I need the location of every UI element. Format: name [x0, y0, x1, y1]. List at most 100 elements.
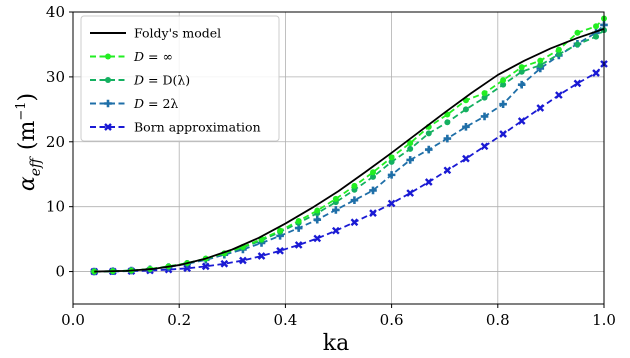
data-point	[462, 106, 469, 113]
data-point	[480, 142, 489, 151]
legend-label-value: 2λ	[162, 96, 178, 111]
x-tick-label: 0.4	[273, 311, 297, 329]
data-point	[444, 119, 451, 126]
data-point	[574, 29, 581, 36]
y-tick-label: 0	[55, 263, 65, 281]
data-point	[350, 218, 359, 227]
data-point	[481, 90, 488, 97]
data-point	[536, 104, 545, 112]
legend-label-variable: D	[133, 73, 144, 88]
data-point	[443, 134, 452, 143]
data-point	[388, 154, 395, 161]
data-point	[500, 81, 507, 88]
data-point	[592, 69, 600, 77]
legend-marker	[104, 99, 112, 108]
x-tick-label: 0.2	[167, 311, 191, 329]
data-point	[388, 158, 395, 165]
data-point	[480, 112, 489, 121]
y-tick-label: 30	[46, 68, 65, 86]
data-point	[220, 259, 229, 268]
data-point	[518, 64, 525, 71]
data-point	[350, 196, 359, 204]
y-axis-label: αeff (m−1)	[14, 93, 44, 191]
data-point	[481, 94, 488, 101]
data-point	[517, 80, 526, 89]
data-point	[387, 171, 396, 179]
legend-item: D = D(λ)	[90, 73, 190, 88]
data-point	[201, 262, 210, 271]
legend-label-variable: D	[133, 49, 144, 64]
y-axis-subscript: eff	[28, 156, 44, 176]
plot-frame	[72, 11, 605, 305]
x-axis-label: ka	[323, 331, 349, 356]
legend-item: D = 2λ	[90, 96, 178, 111]
data-point	[407, 145, 414, 152]
y-axis-unit-close: )	[15, 93, 40, 102]
legend-label: Foldy's model	[134, 26, 221, 41]
data-point	[295, 217, 302, 224]
data-point	[499, 100, 507, 108]
legend-label-variable: D	[133, 96, 144, 111]
tick-labels: 0.0 0.2 0.4 0.6 0.8 1.0 0 10 20 30 40	[46, 3, 616, 329]
legend-item: Born approximation	[90, 120, 261, 135]
data-point	[500, 77, 507, 84]
data-point	[425, 130, 432, 137]
data-point	[369, 186, 377, 195]
data-point	[555, 91, 563, 99]
x-tick-label: 0.8	[486, 311, 510, 329]
legend-label: D = D(λ)	[133, 73, 190, 88]
legend-marker	[105, 77, 111, 83]
data-point	[332, 206, 340, 214]
legend-label: Born approximation	[134, 120, 261, 135]
data-point	[407, 140, 414, 147]
data-point	[517, 117, 526, 125]
data-point	[537, 62, 544, 69]
data-point	[424, 178, 433, 186]
legend-label: D = 2λ	[133, 96, 178, 111]
data-point	[257, 252, 266, 260]
y-axis-unit-exponent: −1	[14, 101, 29, 120]
data-point	[499, 130, 507, 138]
data-point	[314, 207, 321, 214]
data-point	[518, 68, 525, 75]
y-axis-unit-open: (m	[15, 120, 40, 150]
axes	[69, 11, 605, 308]
data-point	[183, 264, 192, 273]
y-tick-label: 20	[46, 133, 65, 151]
data-point	[370, 169, 377, 176]
data-point	[537, 57, 544, 64]
data-point	[239, 256, 247, 265]
legend-label-relation: =	[144, 96, 162, 111]
data-point	[573, 79, 582, 88]
y-tick-label: 40	[46, 3, 65, 21]
data-point	[331, 226, 340, 235]
legend-marker	[104, 123, 112, 131]
legend-item: Foldy's model	[90, 26, 221, 41]
legend-marker	[105, 53, 111, 60]
series-layer	[90, 15, 608, 276]
data-point	[276, 246, 284, 255]
legend-item: D = ∞	[90, 49, 173, 64]
x-tick-label: 0.0	[61, 311, 85, 329]
x-tick-label: 1.0	[592, 311, 616, 329]
data-point	[370, 173, 377, 180]
legend-label-value: ∞	[162, 49, 172, 64]
data-point	[313, 234, 322, 243]
data-point	[387, 199, 396, 208]
data-point	[443, 166, 452, 175]
data-point	[351, 182, 358, 189]
series-0	[94, 28, 605, 273]
legend-label: D = ∞	[133, 49, 173, 64]
data-point	[444, 111, 451, 118]
data-point	[406, 156, 414, 164]
data-point	[424, 145, 433, 154]
y-axis-symbol: α	[15, 176, 40, 191]
series-line	[94, 28, 605, 273]
y-tick-label: 10	[46, 198, 65, 216]
data-point	[574, 41, 581, 48]
legend-label-value: D(λ)	[162, 73, 190, 88]
data-point	[462, 123, 470, 131]
